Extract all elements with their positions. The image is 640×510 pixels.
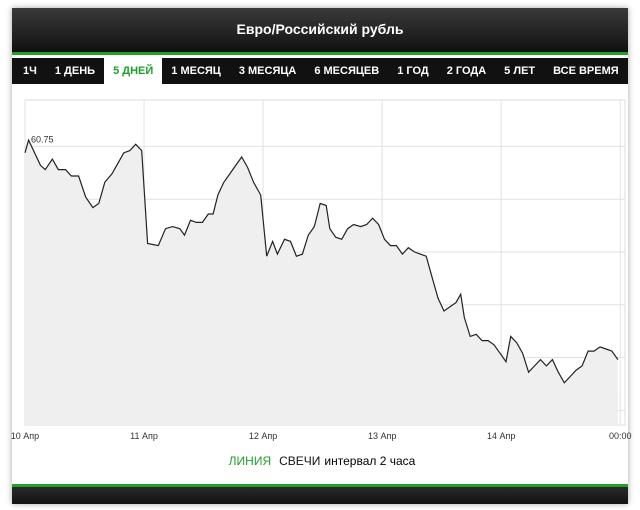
area (25, 140, 618, 425)
time-tab[interactable]: 1 ГОД (397, 65, 429, 77)
y-tick-label: 60.75 (31, 134, 54, 144)
x-tick-label: 10 Апр (11, 431, 39, 441)
x-tick-label: 11 Апр (130, 431, 158, 441)
x-tick-label: 14 Апр (487, 431, 515, 441)
accent-line (12, 52, 628, 55)
mode-bar: ЛИНИЯ СВЕЧИ интервал 2 часа (12, 454, 628, 468)
time-tab[interactable]: 1Ч (23, 65, 37, 77)
chart-mode[interactable]: ЛИНИЯ (228, 454, 272, 468)
chart-title: Евро/Российский рубль (236, 21, 404, 37)
time-tab[interactable]: 2 ГОДА (446, 65, 487, 77)
time-tab[interactable]: 1 ДЕНЬ (54, 65, 96, 77)
chart-mode[interactable]: СВЕЧИ (279, 454, 321, 468)
tab-bar: 1Ч 1 ДЕНЬ 5 ДНЕЙ 1 МЕСЯЦ 3 МЕСЯЦА 6 МЕСЯЦЕВ 1 … (12, 58, 628, 84)
x-tick-label: 00:00 (609, 431, 632, 441)
x-tick-label: 12 Апр (249, 431, 277, 441)
header: Евро/Российский рубль (12, 8, 628, 52)
time-tab[interactable]: 6 МЕСЯЦЕВ (314, 65, 380, 77)
interval-label: интервал 2 часа (324, 454, 416, 468)
time-tab[interactable]: 5 ЛЕТ (504, 65, 536, 77)
time-tab[interactable]: ВСЕ ВРЕМЯ (553, 65, 619, 77)
time-tab[interactable]: 5 ДНЕЙ (104, 58, 163, 84)
footer (12, 484, 628, 504)
price-line (24, 138, 619, 384)
time-tab[interactable]: 3 МЕСЯЦА (238, 65, 297, 77)
time-tab[interactable]: 1 МЕСЯЦ (171, 65, 221, 77)
x-tick-label: 13 Апр (368, 431, 396, 441)
